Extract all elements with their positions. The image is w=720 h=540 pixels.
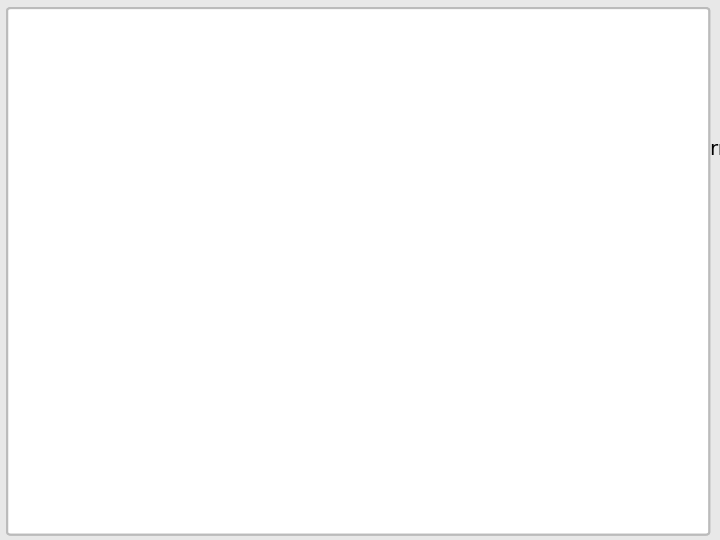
Circle shape	[585, 431, 639, 471]
FancyBboxPatch shape	[7, 8, 709, 535]
Text: Example: Horizontal Format:: Example: Horizontal Format:	[112, 208, 403, 227]
Text: vertical format.: vertical format.	[112, 185, 275, 204]
Text: Vertical Format: Vertical Format	[112, 310, 261, 329]
Text: $-(7x^{2}+2x-2)$: $-(7x^{2}+2x-2)$	[261, 335, 410, 365]
Text: Subtract Polynomials  – To subtract polynomials just Add the: Subtract Polynomials – To subtract polyn…	[112, 117, 701, 136]
Text: $(3x^{2}+4x+6)$: $(3x^{2}+4x+6)$	[269, 302, 402, 332]
Text: polynomial.  There are 2 formats: polynomial. There are 2 formats	[441, 140, 720, 159]
Text: nd: nd	[423, 130, 439, 143]
Text: you can use to subtract polynomials – horizontal format or: you can use to subtract polynomials – ho…	[112, 163, 696, 181]
Text: additive inverse of the 2: additive inverse of the 2	[112, 140, 364, 159]
Text: $(3x^{2}+4x+6)-(7x^{2}+2x-2)=-4x^{2}+2x+8$: $(3x^{2}+4x+6)-(7x^{2}+2x-2)=-4x^{2}+2x+…	[142, 239, 596, 268]
Text: $-4x^{2}+2x+8$: $-4x^{2}+2x+8$	[269, 381, 402, 406]
